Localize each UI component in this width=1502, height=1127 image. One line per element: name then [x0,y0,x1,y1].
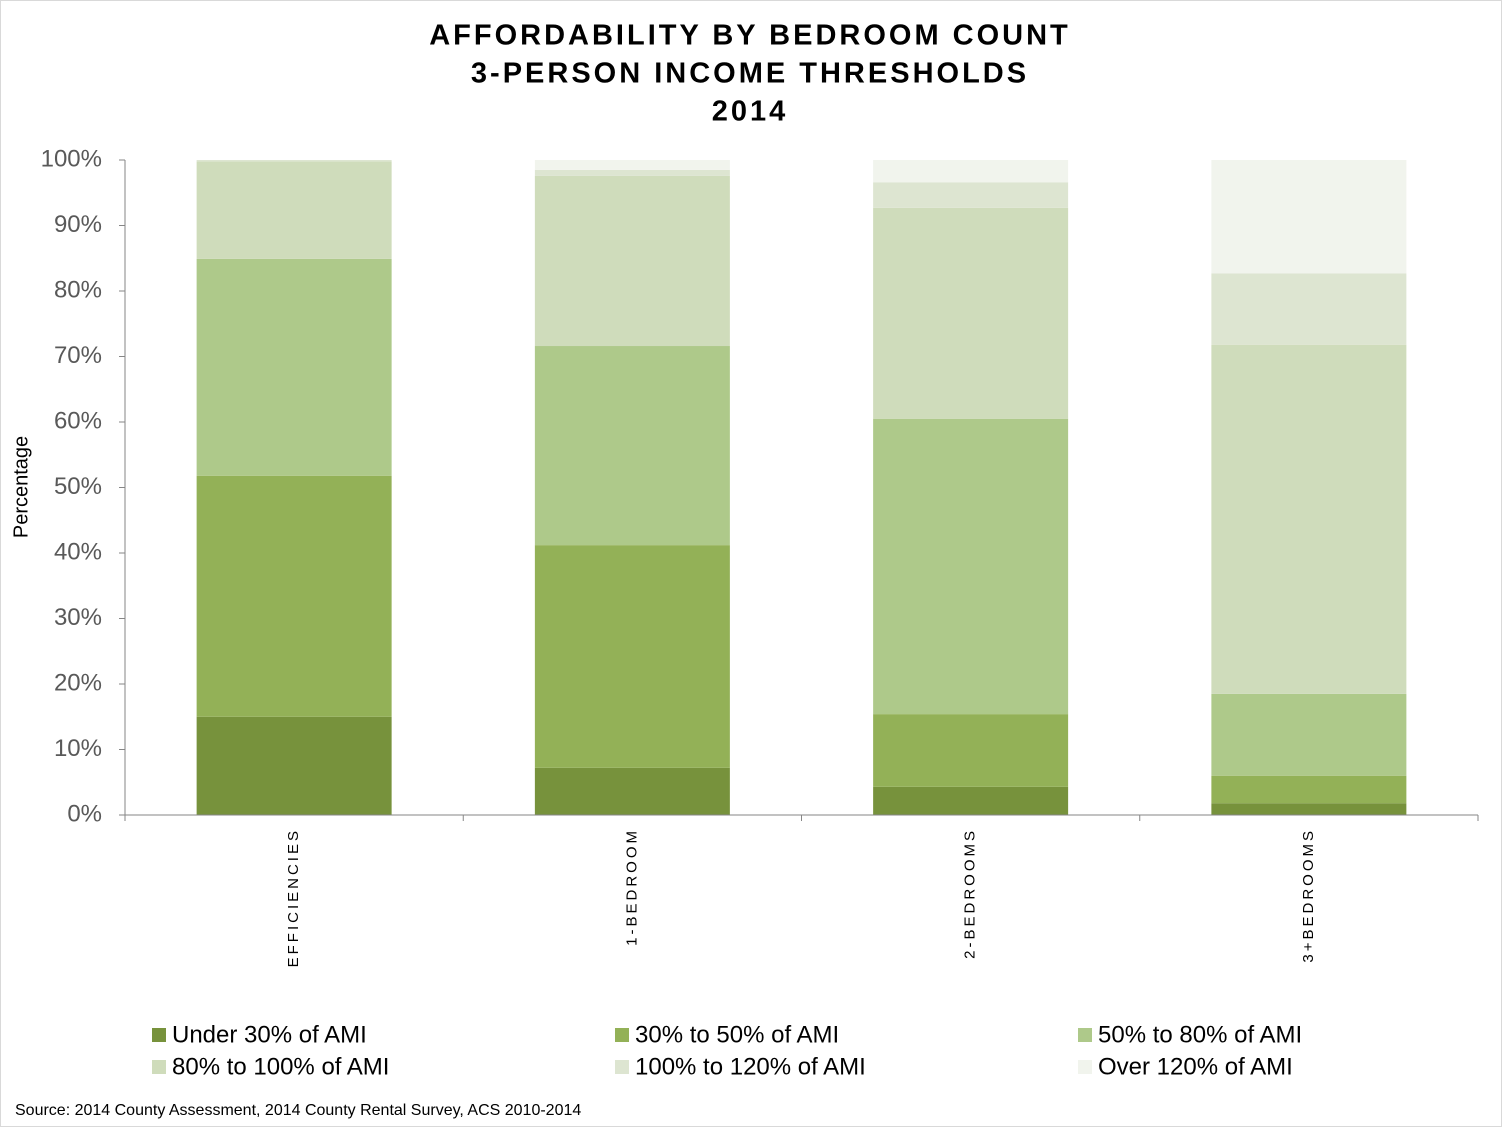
bar-segment [1211,344,1407,694]
bar-segment [196,161,392,259]
legend-label: 100% to 120% of AMI [635,1053,866,1080]
legend-label: 80% to 100% of AMI [172,1053,389,1080]
y-tick-label: 50% [54,473,102,500]
y-tick-label: 20% [54,669,102,696]
y-tick-label: 100% [41,145,102,172]
bar-segment [196,160,392,162]
y-axis-label: Percentage [10,436,32,538]
chart-title: 3-PERSON INCOME THRESHOLDS [471,58,1029,90]
bar-segment [196,475,392,717]
bar-segment [873,207,1069,419]
bar-segment [873,418,1069,715]
chart-title: 2014 [712,96,789,128]
bar-segment [196,258,392,476]
legend-label: 30% to 50% of AMI [635,1021,839,1048]
bar-segment [534,169,730,176]
y-tick-label: 10% [54,735,102,762]
y-tick-label: 60% [54,407,102,434]
y-tick-label: 40% [54,538,102,565]
legend-swatch [615,1028,629,1042]
bar-segment [534,175,730,347]
bar-segment [534,160,730,170]
y-tick-label: 80% [54,276,102,303]
y-tick-label: 90% [54,211,102,238]
y-tick-label: 70% [54,342,102,369]
bar-segment [1211,803,1407,815]
chart-title: AFFORDABILITY BY BEDROOM COUNT [429,20,1071,52]
legend-swatch [1078,1028,1092,1042]
bar-segment [1211,775,1407,804]
bar-segment [1211,693,1407,776]
bar-segment [534,767,730,815]
x-tick-label: 2-BEDROOMS [962,828,979,959]
legend-swatch [152,1028,166,1042]
x-tick-label: 3+BEDROOMS [1300,828,1317,963]
x-tick-label: 1-BEDROOM [623,828,640,946]
bar-segment [534,346,730,546]
bar-segment [1211,160,1407,274]
bar-segment [873,714,1069,787]
y-tick-label: 30% [54,604,102,631]
legend-swatch [152,1060,166,1074]
bar-segment [1211,273,1407,345]
bar-segment [873,160,1069,183]
legend-swatch [615,1060,629,1074]
bar-segment [873,182,1069,208]
legend-swatch [1078,1060,1092,1074]
y-tick-label: 0% [67,800,102,827]
legend-label: Over 120% of AMI [1098,1053,1293,1080]
bar-segment [534,545,730,768]
legend-label: 50% to 80% of AMI [1098,1021,1302,1048]
source-note: Source: 2014 County Assessment, 2014 Cou… [15,1102,581,1119]
bar-segment [873,786,1069,815]
x-tick-label: EFFICIENCIES [285,828,302,967]
bar-segment [196,716,392,815]
legend-label: Under 30% of AMI [172,1021,367,1048]
